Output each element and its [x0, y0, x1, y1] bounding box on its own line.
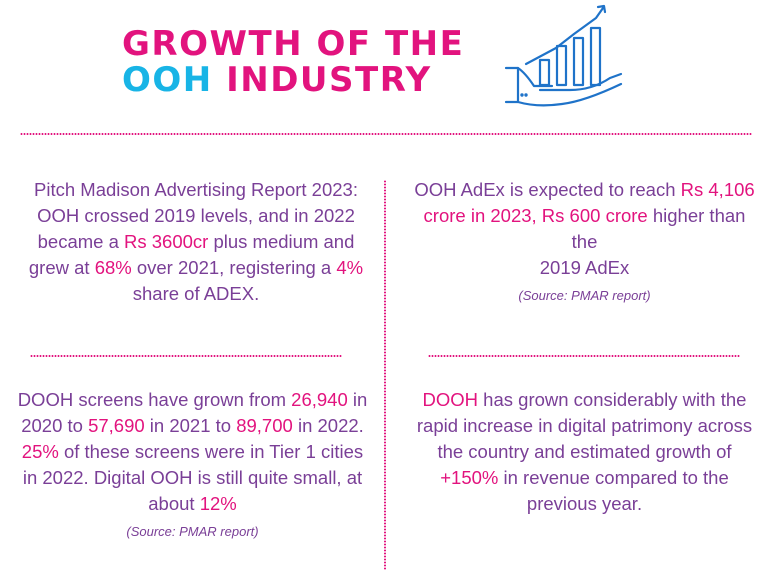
stat-highlight: 12%: [199, 493, 237, 514]
stat-highlight: 25%: [21, 441, 59, 462]
stat-block-bottom-left: DOOH screens have grown from 26,940 in 2…: [15, 387, 370, 541]
page-title: GROWTH OF THE OOH INDUSTRY: [122, 26, 464, 98]
title-industry-word: INDUSTRY: [212, 60, 432, 100]
stat-text: 2019 AdEx: [539, 257, 630, 278]
stat-block-top-right: OOH AdEx is expected to reach Rs 4,106 c…: [412, 177, 757, 305]
stat-block-bottom-right: DOOH has grown considerably with the rap…: [412, 387, 757, 517]
stat-text: higher than the: [571, 205, 746, 252]
middle-divider-right: [428, 354, 740, 358]
stat-text: Pitch Madison Advertising Report 2023: O…: [34, 179, 358, 252]
source-note: (Source: PMAR report): [126, 524, 259, 539]
title-line-2: OOH INDUSTRY: [122, 62, 464, 98]
stat-highlight: 57,690: [88, 415, 145, 436]
stat-highlight: DOOH: [422, 389, 479, 410]
stat-highlight: 68%: [94, 257, 132, 278]
source-note: (Source: PMAR report): [518, 288, 651, 303]
stat-highlight: 89,700: [236, 415, 293, 436]
stat-highlight: +150%: [440, 467, 499, 488]
stat-highlight: 4%: [336, 257, 364, 278]
stat-text: OOH AdEx is expected to reach: [414, 179, 681, 200]
stat-text: of these screens were in Tier 1 cities i…: [22, 441, 364, 514]
stat-text: in 2021 to: [144, 415, 237, 436]
title-ooh-word: OOH: [122, 60, 213, 100]
stat-text: over 2021, registering a: [131, 257, 337, 278]
middle-divider-left: [30, 354, 342, 358]
stat-block-top-left: Pitch Madison Advertising Report 2023: O…: [20, 177, 372, 307]
stat-highlight: Rs 3600cr: [124, 231, 209, 252]
title-line-1: GROWTH OF THE: [122, 24, 465, 64]
stat-text: in 2020 to: [21, 389, 368, 436]
stat-text: DOOH screens have grown from: [17, 389, 292, 410]
center-divider: [383, 180, 387, 570]
stat-highlight: 26,940: [291, 389, 348, 410]
stat-highlight: Rs 4,106 crore in 2023, Rs 600 crore: [423, 179, 755, 226]
stat-text: in revenue compared to the previous year…: [498, 467, 729, 514]
hand-holding-growth-chart-icon: [504, 4, 623, 107]
stat-text: in 2022.: [292, 415, 364, 436]
stat-text: share of ADEX.: [132, 283, 260, 304]
top-divider: [20, 132, 752, 136]
stat-text: has grown considerably with the rapid in…: [416, 389, 753, 462]
stat-text: plus medium and grew at: [28, 231, 355, 278]
